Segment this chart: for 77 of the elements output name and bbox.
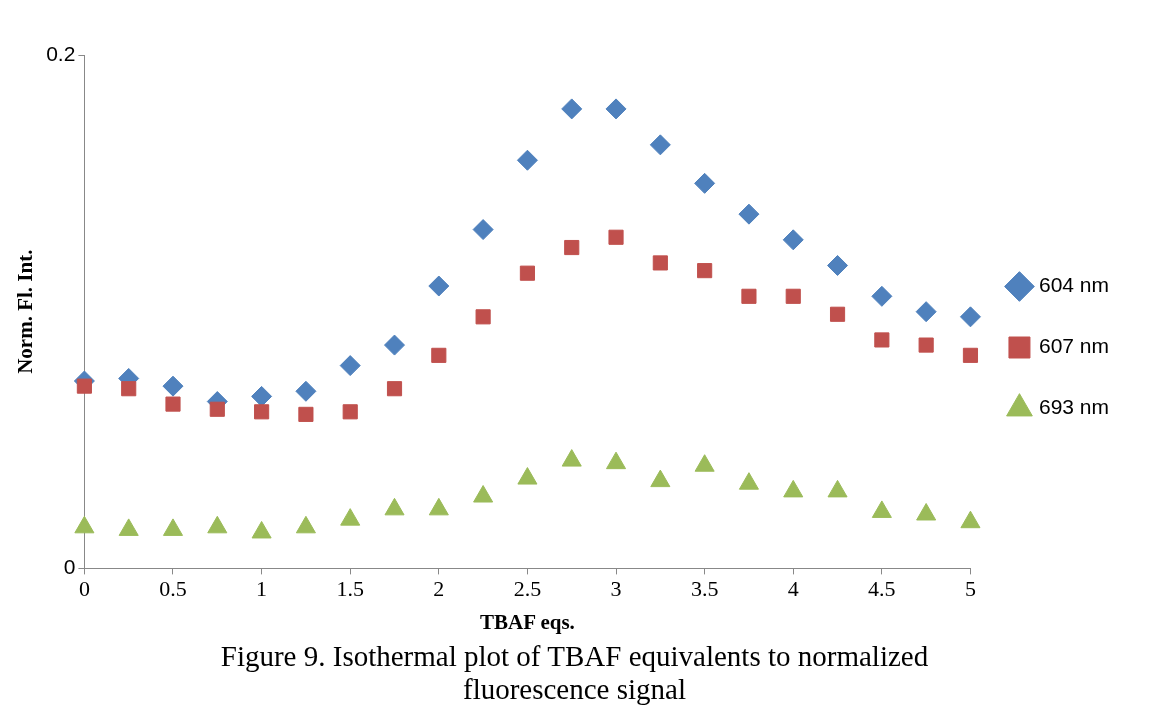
- point: [295, 380, 317, 402]
- point: [473, 485, 494, 503]
- point: [605, 98, 627, 120]
- point: [738, 472, 759, 490]
- x-axis-title: TBAF eqs.: [479, 609, 575, 634]
- point: [251, 520, 272, 539]
- point: [428, 497, 449, 516]
- point: [564, 239, 580, 256]
- x-tick-label: 3: [610, 576, 622, 602]
- point: [209, 401, 225, 417]
- point: [340, 508, 361, 526]
- point: [121, 381, 137, 397]
- point: [871, 285, 893, 307]
- x-tick-label: 1.5: [336, 576, 364, 602]
- point: [207, 515, 228, 534]
- point: [384, 497, 405, 516]
- point: [295, 515, 316, 534]
- point: [650, 469, 671, 488]
- point: [785, 288, 801, 304]
- legend-label: 604 nm: [1038, 273, 1109, 297]
- x-tick-label: 4.5: [868, 576, 896, 602]
- x-tick-label: 2.5: [513, 576, 542, 602]
- point: [918, 337, 934, 353]
- point: [118, 518, 139, 536]
- point: [827, 479, 848, 498]
- x-tick-label: 4: [787, 576, 799, 602]
- point: [962, 347, 979, 363]
- point: [697, 263, 713, 279]
- legend-label: 693 nm: [1038, 395, 1109, 419]
- point: [829, 306, 846, 322]
- point: [76, 378, 92, 394]
- x-tick-label: 5: [964, 576, 976, 602]
- point: [475, 309, 491, 325]
- y-axis-title: Norm. Fl. Int.: [13, 249, 38, 374]
- x-tick-label: 3.5: [690, 576, 719, 602]
- point: [428, 275, 450, 297]
- point: [694, 454, 715, 472]
- point: [251, 385, 273, 407]
- point: [561, 98, 583, 120]
- y-tick-label: 0.2: [46, 41, 76, 65]
- legend-label: 607 nm: [1038, 334, 1109, 358]
- point: [960, 510, 981, 529]
- point: [298, 406, 314, 422]
- point: [871, 500, 892, 518]
- point: [254, 404, 270, 420]
- point: [561, 449, 582, 467]
- point: [916, 502, 937, 521]
- point: [608, 229, 624, 245]
- point: [782, 229, 804, 251]
- point: [386, 381, 403, 397]
- point: [652, 255, 668, 271]
- point: [915, 301, 937, 323]
- point: [431, 347, 447, 363]
- point: [649, 134, 671, 156]
- point: [162, 518, 184, 536]
- point: [519, 265, 535, 281]
- point: [516, 149, 538, 171]
- point: [738, 203, 760, 225]
- point: [162, 375, 184, 397]
- point: [741, 288, 757, 304]
- point: [342, 404, 358, 420]
- point: [827, 254, 849, 276]
- x-tick-label: 0.5: [159, 576, 187, 602]
- point: [874, 332, 890, 348]
- point: [694, 172, 716, 194]
- caption: Figure 9. Isothermal plot of TBAF equivalents to normalized fluorescence signal: [219, 640, 930, 707]
- point: [384, 334, 406, 356]
- x-tick-label: 1: [256, 576, 268, 602]
- point: [74, 515, 95, 534]
- point: [472, 219, 494, 241]
- x-tick-label: 2: [433, 576, 445, 602]
- point: [606, 451, 627, 470]
- point: [959, 306, 981, 328]
- point: [165, 396, 181, 412]
- point: [517, 467, 538, 485]
- point: [783, 479, 804, 498]
- point: [339, 355, 361, 377]
